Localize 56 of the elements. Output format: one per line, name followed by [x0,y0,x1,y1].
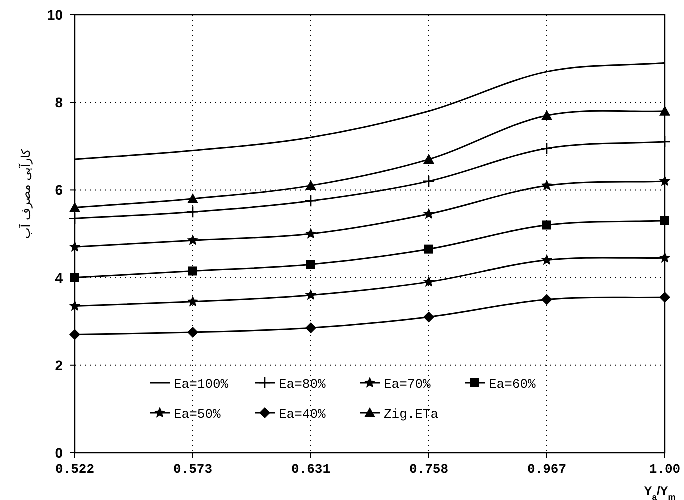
point [542,220,552,230]
point [659,175,671,186]
point [305,228,317,239]
point [70,329,80,340]
point [423,208,435,220]
point [658,136,672,148]
legend-label: Ea=60% [489,377,536,392]
point [542,294,552,306]
y-tick-label: 4 [55,270,64,286]
legend-label: Ea=40% [279,407,326,422]
point [541,254,553,266]
point [659,252,671,263]
legend-label: Ea=80% [279,377,326,392]
point [187,234,199,246]
point [188,327,198,338]
point [422,175,436,188]
point [69,300,81,312]
point [69,241,81,252]
x-axis-title: Y$_{a}$/Y$_{m}$ [644,484,676,500]
point [542,110,552,120]
legend-label: Zig.ETa [384,407,439,422]
point [541,180,553,191]
point [424,154,434,164]
x-tick-label: 1.00 [649,462,681,477]
point [424,244,434,254]
legend-label: Ea=100% [174,377,229,392]
x-tick-label: 0.967 [527,462,567,477]
y-tick-label: 8 [55,94,64,111]
point [660,216,670,226]
legend-label: Ea=70% [384,377,432,392]
point [187,296,199,307]
point [186,206,200,218]
y-tick-label: 2 [55,357,64,374]
point [660,106,670,116]
point [306,260,316,270]
point [68,212,82,225]
x-tick-label: 0.758 [409,462,449,477]
y-tick-label: 10 [47,7,64,23]
point [423,276,435,288]
point [306,180,316,190]
point [660,292,670,304]
point [540,142,554,155]
legend-label: Ea=50% [174,407,222,422]
point [188,266,198,276]
y-axis-title: کارآیی مصرف آب [18,148,33,239]
point [424,312,434,323]
y-tick-label: 0 [55,445,64,461]
point [306,322,316,334]
y-tick-label: 6 [55,182,64,198]
point [188,193,198,204]
x-tick-label: 0.573 [173,462,213,477]
point [304,195,318,208]
point [305,289,317,300]
x-tick-label: 0.631 [291,462,331,477]
x-tick-label: 0.522 [55,462,95,477]
point [70,202,80,212]
